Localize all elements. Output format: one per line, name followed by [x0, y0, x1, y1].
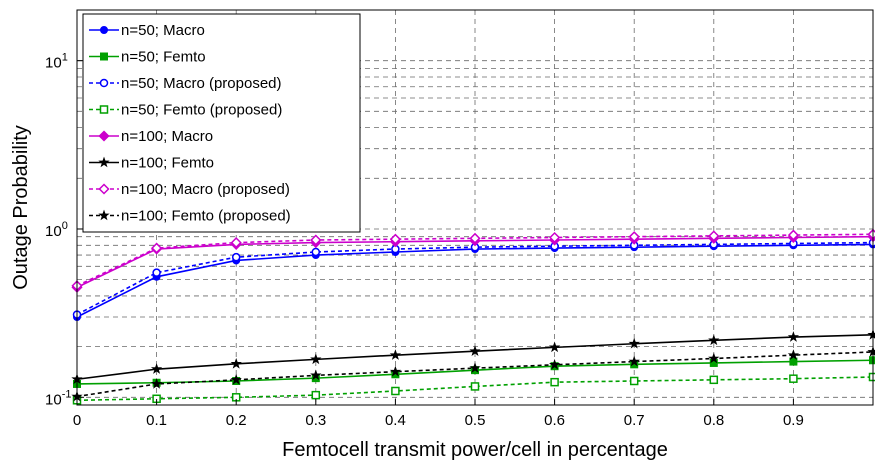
legend-label: n=100; Macro (proposed) [121, 181, 290, 198]
x-tick-label: 0.8 [703, 412, 724, 429]
series-7-point [549, 231, 561, 244]
series-8-point [230, 373, 242, 385]
series-6-point [310, 353, 322, 365]
x-tick-label: 0 [73, 412, 81, 429]
series-8-point [548, 358, 561, 370]
x-tick-label: 0.7 [624, 412, 645, 429]
legend-swatch-marker [100, 26, 108, 34]
series-7-point [787, 229, 799, 241]
x-tick-label: 0.2 [226, 412, 247, 429]
series-4-point [311, 390, 321, 400]
series-4-point [391, 386, 400, 396]
legend-swatch-marker [98, 183, 110, 195]
series-7-point [628, 231, 640, 243]
legend-swatch-marker [98, 156, 110, 168]
series-8-point [787, 349, 800, 360]
x-axis-ticks: 0 0.1 0.2 0.3 0.4 0.5 0.6 0.7 0.8 0.9 [73, 399, 804, 429]
series-7-point [310, 234, 322, 246]
series-7-point [708, 230, 720, 242]
series-8-point [310, 369, 322, 381]
series-4-point [868, 372, 875, 382]
series-3-point [311, 247, 321, 257]
x-tick-label: 0.9 [783, 412, 804, 429]
series-8-point [469, 362, 481, 373]
legend-swatch-marker [100, 52, 108, 61]
series-2-point [869, 356, 875, 365]
series-6-point [708, 334, 720, 346]
x-tick-label: 0.1 [146, 412, 167, 429]
series-6-point [389, 349, 402, 360]
legend-label: n=100; Femto [121, 155, 214, 172]
x-tick-label: 0.3 [305, 412, 326, 429]
series-4-point [470, 382, 480, 391]
series-4-point [709, 375, 719, 385]
series-6-point [230, 357, 242, 369]
y-axis-label: Outage Probability [10, 125, 32, 290]
legend-label: n=50; Femto (proposed) [121, 102, 282, 119]
x-axis-label: Femtocell transmit power/cell in percent… [282, 439, 668, 461]
series-7-point [151, 242, 163, 254]
series-3-point [231, 252, 241, 262]
series-8-point [628, 355, 640, 367]
series-6-point [469, 345, 481, 356]
series-6-point [548, 341, 561, 353]
x-tick-label: 0.5 [465, 412, 486, 429]
series-6-point [628, 337, 640, 349]
x-tick-label: 0.4 [385, 412, 406, 429]
y-tick-label: 100 [45, 220, 68, 240]
series-6-point [787, 331, 800, 342]
series-4-point [789, 374, 798, 383]
series-3-point [152, 268, 161, 277]
series-8-point [389, 365, 402, 377]
legend: n=50; Macro n=50; Femto n=50; Macro (propo… [82, 13, 361, 233]
series-4-point [550, 377, 559, 387]
y-tick-label: 101 [45, 52, 68, 72]
legend-box [82, 13, 361, 233]
legend-label: n=100; Femto (proposed) [121, 208, 291, 225]
series-line-3 [76, 241, 874, 316]
legend-label: n=50; Macro (proposed) [121, 75, 282, 92]
series-8-point [150, 378, 163, 389]
legend-swatch-marker [98, 130, 110, 142]
x-tick-label: 0.6 [544, 412, 565, 429]
legend-label: n=100; Macro [121, 128, 213, 145]
series-8-point [708, 352, 720, 364]
series-7-point [230, 237, 242, 249]
legend-label: n=50; Femto [121, 49, 206, 66]
legend-label: n=50; Macro [121, 22, 205, 39]
y-axis-ticks: 10-1 100 101 [45, 52, 84, 408]
legend-swatch-marker [98, 209, 110, 221]
y-tick-label: 10-1 [45, 388, 71, 408]
legend-swatch-marker [99, 105, 109, 114]
series-2-point [789, 357, 798, 366]
legend-swatch-marker [99, 78, 109, 88]
series-7-point [469, 232, 481, 244]
series-4-point [629, 376, 639, 386]
series-6-point [150, 363, 163, 374]
series-7-point [389, 233, 401, 245]
